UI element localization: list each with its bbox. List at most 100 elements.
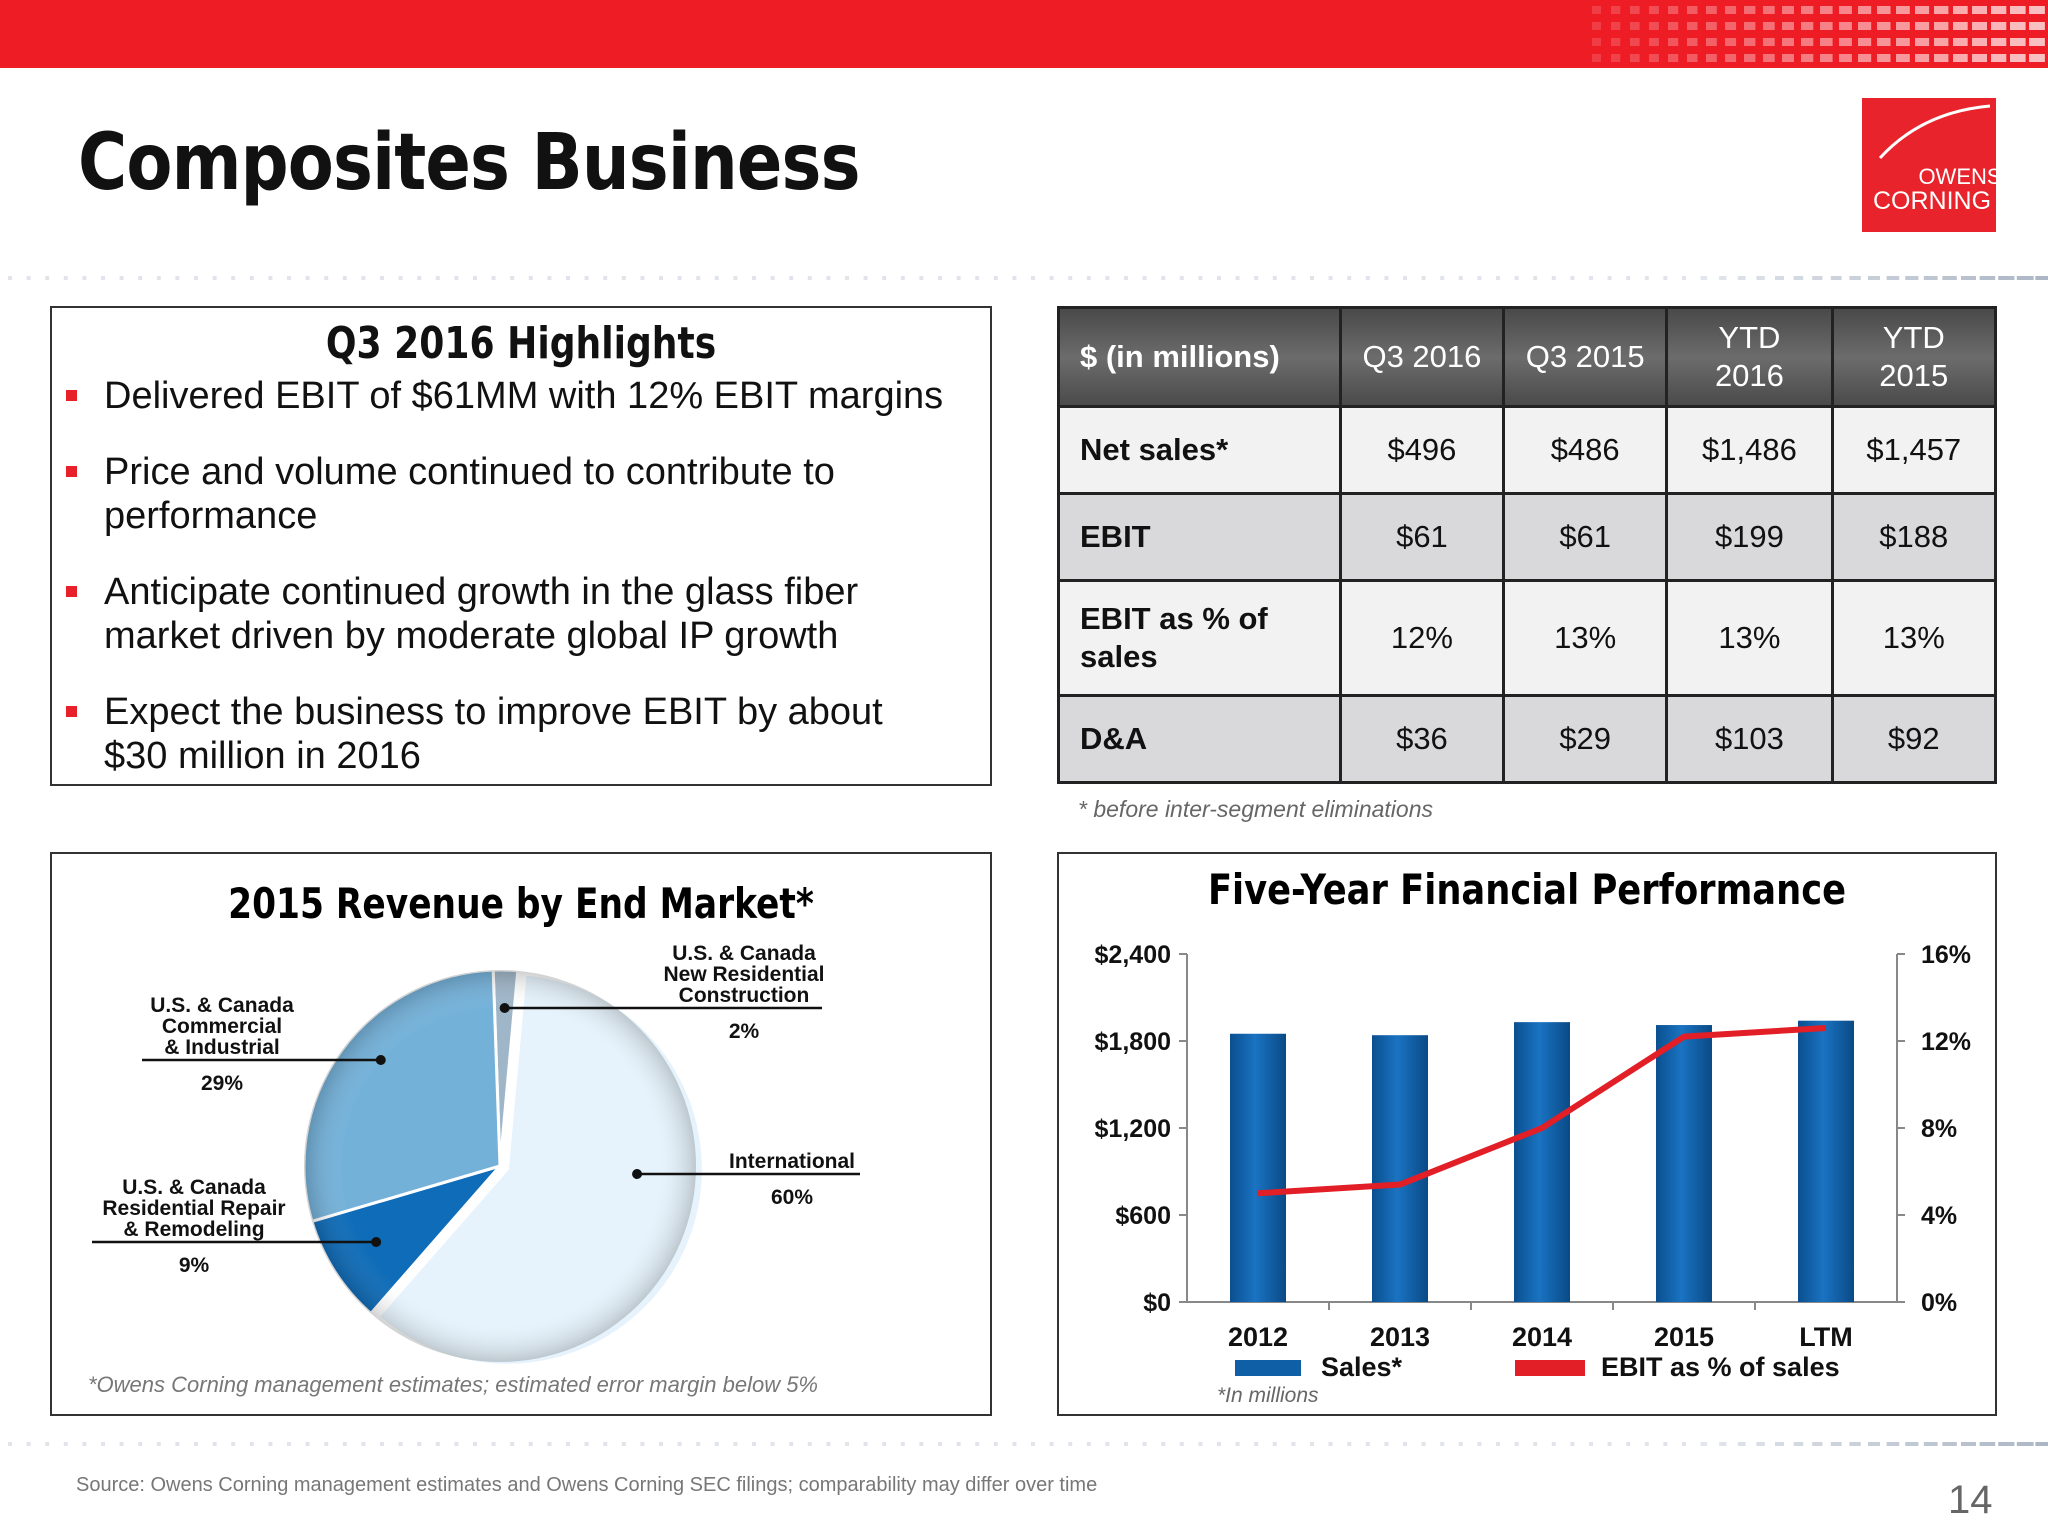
table-header-cell: $ (in millions) [1057,306,1342,408]
sales-bar [1798,1020,1854,1302]
sales-bar [1372,1035,1428,1302]
table-cell: $1,486 [1665,405,1834,495]
sales-bar [1230,1033,1286,1302]
right-axis-tick: 12% [1921,1028,1971,1056]
right-axis-tick: 4% [1921,1202,1957,1230]
table-cell: $103 [1665,694,1834,784]
table-header-cell: YTD 2015 [1830,306,1998,408]
table-header-cell: Q3 2015 [1502,306,1669,408]
bullet-square-icon [66,586,77,597]
svg-text:9%: 9% [179,1254,210,1277]
table-row: EBIT as % of sales 12% 13% 13% 13% [1057,579,1998,697]
sales-bar [1514,1022,1570,1302]
highlight-text: Anticipate continued growth in the glass… [104,571,859,657]
svg-text:Construction: Construction [679,984,810,1007]
x-axis-label: 2015 [1654,1322,1714,1352]
page-title: Composites Business [78,118,861,208]
svg-text:New Residential: New Residential [663,963,824,986]
banner-dot-pattern [1592,6,2045,62]
ebit-margin-line [1257,1024,1827,1197]
svg-text:2%: 2% [729,1020,760,1043]
svg-text:U.S. & Canada: U.S. & Canada [150,994,294,1017]
table-cell: $61 [1502,492,1669,582]
highlights-heading: Q3 2016 Highlights [325,318,717,369]
divider-dots-top [8,276,2048,280]
pie-footnote: *Owens Corning management estimates; est… [88,1372,818,1397]
right-axis-tick: 8% [1921,1115,1957,1143]
financial-table: $ (in millions) Q3 2016 Q3 2015 YTD 2016 YTD 2… [1057,306,1998,784]
table-cell: 13% [1830,579,1998,697]
svg-text:29%: 29% [201,1072,243,1095]
svg-text:& Remodeling: & Remodeling [123,1218,264,1241]
sales-bar [1656,1025,1712,1302]
svg-text:Commercial: Commercial [162,1015,282,1038]
svg-text:OWENS: OWENS [1918,164,1996,189]
x-axis-label: LTM [1799,1322,1852,1352]
highlight-text: Price and volume continued to contribute… [104,451,835,537]
performance-chart: Five-Year Financial Performance $0 $600 $1,… [1095,866,1972,1407]
highlight-text: Expect the business to improve EBIT by a… [104,691,883,777]
svg-text:U.S. & Canada: U.S. & Canada [672,942,816,965]
table-cell: $188 [1830,492,1998,582]
chart-legend: Sales* EBIT as % of sales [1235,1352,1840,1382]
table-row: Net sales* $496 $486 $1,486 $1,457 [1057,405,1998,495]
source-note: Source: Owens Corning management estimat… [76,1474,1098,1496]
table-header-cell: Q3 2016 [1338,306,1506,408]
table-row: D&A $36 $29 $103 $92 [1057,694,1998,784]
table-cell: $92 [1830,694,1998,784]
table-cell: $1,457 [1830,405,1998,495]
performance-chart-panel: Five-Year Financial Performance $0 $600 $1,… [1057,852,1997,1416]
performance-title: Five-Year Financial Performance [1208,866,1846,915]
bullet-square-icon [66,466,77,477]
highlights-panel: Q3 2016 Highlights Delivered EBIT of $61… [50,306,992,786]
row-label: EBIT as % of sales [1057,579,1342,697]
table-cell: $61 [1338,492,1506,582]
x-axis-label: 2014 [1512,1322,1572,1352]
table-cell: $496 [1338,405,1506,495]
left-axis-tick: $0 [1143,1289,1171,1317]
left-axis-tick: $2,400 [1095,941,1171,969]
bullet-square-icon [66,390,77,401]
table-cell: $486 [1502,405,1669,495]
revenue-pie-panel: 2015 Revenue by End Market* U.S. & Canada… [50,852,992,1416]
top-banner [0,0,2048,68]
svg-text:60%: 60% [771,1186,813,1209]
table-cell: 13% [1665,579,1834,697]
table-footnote: * before inter-segment eliminations [1078,796,1433,822]
table-cell: 13% [1502,579,1669,697]
table-cell: 12% [1338,579,1506,697]
divider-dots-bottom [8,1442,2048,1446]
x-axis-label: 2013 [1370,1322,1430,1352]
owens-corning-logo: OWENS CORNING [1862,98,1996,232]
left-axis-tick: $600 [1115,1202,1171,1230]
right-axis-tick: 0% [1921,1289,1957,1317]
table-header-cell: YTD 2016 [1665,306,1834,408]
svg-text:International: International [729,1150,855,1173]
highlight-text: Delivered EBIT of $61MM with 12% EBIT ma… [104,375,944,417]
svg-text:CORNING: CORNING [1873,187,1991,215]
svg-text:EBIT as % of sales: EBIT as % of sales [1601,1352,1840,1382]
chart-note: *In millions [1217,1384,1319,1407]
svg-text:Sales*: Sales* [1321,1352,1403,1382]
table-cell: $29 [1502,694,1669,784]
table-cell: $199 [1665,492,1834,582]
table-cell: $36 [1338,694,1506,784]
pie-label: International 60% [632,1150,860,1209]
page-number: 14 [1948,1478,1993,1522]
svg-text:& Industrial: & Industrial [164,1036,280,1059]
row-label: Net sales* [1057,405,1342,495]
row-label: EBIT [1057,492,1342,582]
revenue-pie-chart: 2015 Revenue by End Market* U.S. & Canada… [88,880,860,1397]
svg-text:U.S. & Canada: U.S. & Canada [122,1176,266,1199]
bullet-square-icon [66,706,77,717]
x-axis-label: 2012 [1228,1322,1288,1352]
row-label: D&A [1057,694,1342,784]
pie-title: 2015 Revenue by End Market* [228,880,814,929]
right-axis-tick: 16% [1921,941,1971,969]
left-axis-tick: $1,800 [1095,1028,1171,1056]
left-axis-tick: $1,200 [1095,1115,1171,1143]
svg-text:Residential Repair: Residential Repair [102,1197,285,1220]
